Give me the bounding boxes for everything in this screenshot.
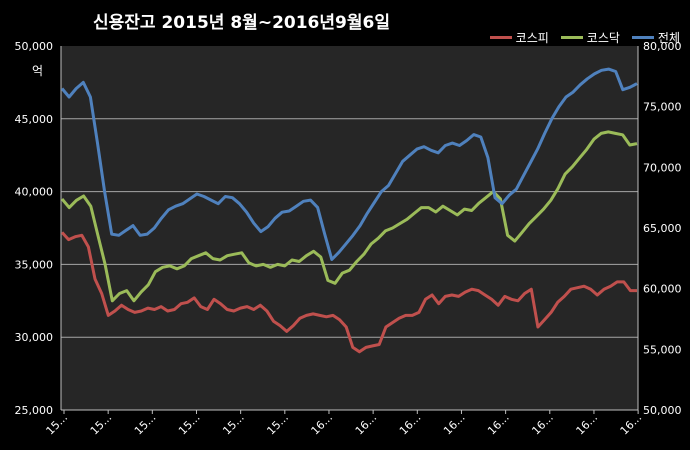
gridlines [60, 46, 639, 414]
y-left-tick-label: 25,000 [15, 404, 54, 417]
y-right-tick-label: 60,000 [643, 283, 682, 296]
x-tick-label: 16... [529, 411, 556, 438]
legend-label-kospi: 코스피 [515, 31, 549, 45]
x-tick-label: 16... [397, 411, 424, 438]
x-tick-label: 15... [176, 411, 203, 438]
legend-item-total: 전체 [631, 29, 680, 46]
legend-swatch-total [631, 36, 654, 39]
x-tick-label: 15... [88, 411, 115, 438]
x-tick-label: 15... [264, 411, 291, 438]
legend: 코스피 코스닥 전체 [489, 29, 680, 46]
legend-item-kosdaq: 코스닥 [560, 29, 620, 46]
y-right-tick-label: 50,000 [643, 404, 682, 417]
legend-swatch-kospi [489, 36, 512, 39]
plot-area [61, 46, 638, 410]
legend-swatch-kosdaq [560, 36, 583, 39]
y-left-tick-label: 35,000 [15, 258, 54, 271]
legend-item-kospi: 코스피 [489, 29, 549, 46]
left-axis-ticks: 25,000 30,000 35,000 40,000 45,000 50,000 [15, 40, 54, 417]
right-axis-ticks: 50,000 55,000 60,000 65,000 70,000 75,000 80,0… [643, 40, 682, 417]
series-lines [60, 67, 638, 354]
y-right-tick-label: 70,000 [643, 161, 682, 174]
y-right-tick-label: 55,000 [643, 343, 682, 356]
x-tick-label: 15... [220, 411, 247, 438]
x-tick-label: 15... [132, 411, 159, 438]
series-line-1 [60, 130, 638, 303]
y-left-tick-label: 30,000 [15, 331, 54, 344]
series-line-2 [60, 67, 638, 261]
y-right-tick-label: 80,000 [643, 40, 682, 53]
legend-label-kosdaq: 코스닥 [586, 31, 620, 45]
legend-label-total: 전체 [657, 31, 680, 45]
x-tick-label: 16... [353, 411, 380, 438]
x-tick-label: 16... [618, 411, 645, 438]
x-tick-label: 16... [309, 411, 336, 438]
y-right-tick-label: 75,000 [643, 101, 682, 114]
y-left-tick-label: 40,000 [15, 186, 54, 199]
x-tick-label: 16... [574, 411, 601, 438]
y-right-tick-label: 65,000 [643, 222, 682, 235]
x-axis-ticks: 15... 15... 15... 15... 15... 15... 16... 16...… [44, 411, 645, 438]
y-unit-label: 억 [32, 64, 44, 78]
x-tick-label: 16... [441, 411, 468, 438]
y-left-tick-label: 45,000 [15, 113, 54, 126]
chart-title: 신용잔고 2015년 8월~2016년9월6일 [93, 13, 390, 33]
series-line-0 [60, 231, 637, 354]
y-left-tick-label: 50,000 [15, 40, 54, 53]
x-tick-label: 16... [485, 411, 512, 438]
